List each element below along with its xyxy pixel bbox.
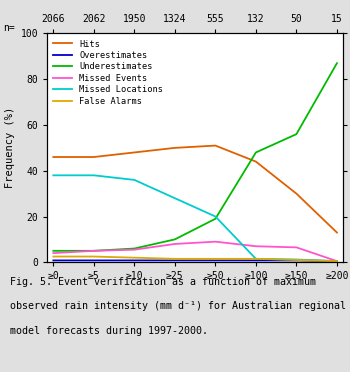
False Alarms [51,254,55,259]
Overestimates [132,258,137,263]
Hits [254,159,258,164]
Line: Underestimates: Underestimates [53,63,337,251]
Underestimates [213,217,217,221]
Overestimates [294,258,299,263]
False Alarms [254,257,258,261]
Missed Events [294,245,299,250]
Hits [294,191,299,196]
Hits [213,143,217,148]
Text: observed rain intensity (mm d⁻¹) for Australian regional: observed rain intensity (mm d⁻¹) for Aus… [10,301,346,311]
Line: Missed Locations: Missed Locations [53,175,337,261]
Missed Locations [213,214,217,219]
False Alarms [213,257,217,261]
Text: n=: n= [4,23,15,33]
Missed Events [335,259,339,263]
Underestimates [173,237,177,242]
Missed Locations [132,178,137,182]
Missed Locations [173,196,177,201]
False Alarms [132,256,137,260]
Underestimates [51,248,55,253]
Missed Locations [254,257,258,261]
Missed Events [92,248,96,253]
Line: False Alarms: False Alarms [53,257,337,261]
False Alarms [173,257,177,261]
Hits [92,155,96,159]
Hits [173,145,177,150]
Hits [132,150,137,155]
False Alarms [294,258,299,262]
Overestimates [335,259,339,263]
Missed Events [173,242,177,246]
Line: Hits: Hits [53,145,337,232]
Missed Locations [92,173,96,177]
Missed Locations [51,173,55,177]
Hits [335,230,339,235]
Line: Overestimates: Overestimates [53,260,337,261]
Legend: Hits, Overestimates, Underestimates, Missed Events, Missed Locations, False Alar: Hits, Overestimates, Underestimates, Mis… [51,38,165,107]
Underestimates [254,150,258,155]
False Alarms [92,254,96,259]
Overestimates [51,258,55,263]
Missed Events [132,247,137,252]
Hits [51,155,55,159]
Underestimates [335,61,339,65]
Overestimates [92,258,96,263]
Overestimates [213,258,217,263]
False Alarms [335,259,339,263]
Text: model forecasts during 1997-2000.: model forecasts during 1997-2000. [10,326,209,336]
Overestimates [173,258,177,263]
Text: Fig. 5. Event verification as a function of maximum: Fig. 5. Event verification as a function… [10,277,316,287]
Underestimates [294,132,299,137]
Missed Locations [294,257,299,262]
Missed Locations [335,259,339,263]
Underestimates [92,248,96,253]
Missed Events [51,251,55,255]
Underestimates [132,246,137,251]
Overestimates [254,258,258,263]
Line: Missed Events: Missed Events [53,242,337,261]
Missed Events [254,244,258,248]
Y-axis label: Frequency (%): Frequency (%) [5,107,15,189]
Missed Events [213,240,217,244]
